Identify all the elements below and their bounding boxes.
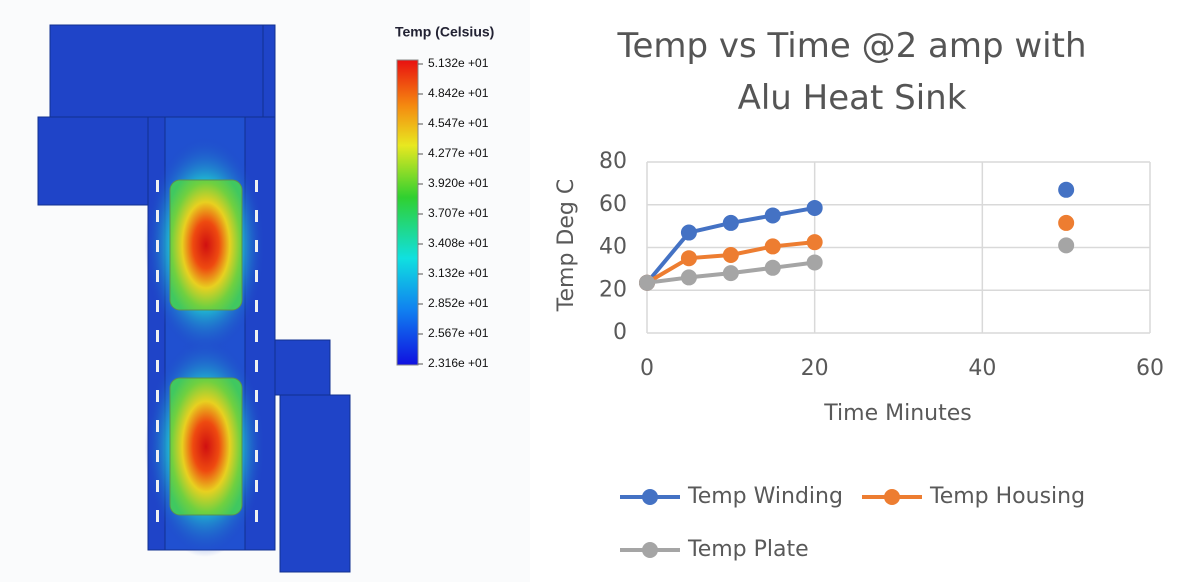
colorbar-label: 3.408e +01	[428, 236, 489, 250]
data-point	[764, 207, 781, 224]
chart-title: Temp vs Time @2 amp with Alu Heat Sink	[617, 26, 1087, 118]
colorbar-label: 4.547e +01	[428, 116, 489, 130]
colorbar	[396, 59, 419, 366]
data-point	[1058, 214, 1075, 231]
colorbar-title: Temp (Celsius)	[395, 24, 494, 40]
y-tick-label: 20	[599, 277, 627, 302]
y-tick-label: 60	[599, 192, 627, 217]
y-axis-label: Temp Deg C	[554, 179, 579, 312]
legend-label: Temp Plate	[687, 537, 809, 562]
colorbar-label: 3.707e +01	[428, 206, 489, 220]
y-tick-label: 0	[613, 320, 627, 345]
data-point	[680, 224, 697, 241]
x-tick-label: 20	[801, 356, 829, 381]
colorbar-label: 2.316e +01	[428, 356, 489, 370]
data-point	[1058, 181, 1075, 198]
data-point	[722, 265, 739, 282]
thermal-model: Temp (Celsius)	[0, 0, 530, 582]
data-point	[764, 259, 781, 276]
data-point	[1058, 237, 1075, 254]
data-point	[722, 214, 739, 231]
colorbar-label: 3.132e +01	[428, 266, 489, 280]
legend-label: Temp Winding	[687, 484, 843, 509]
x-tick-label: 40	[968, 356, 996, 381]
data-point	[722, 246, 739, 263]
colorbar-label: 3.920e +01	[428, 176, 489, 190]
legend-label: Temp Housing	[929, 484, 1085, 509]
legend-marker	[642, 489, 658, 505]
data-point	[764, 238, 781, 255]
x-tick-label: 0	[640, 356, 654, 381]
y-tick-label: 40	[599, 235, 627, 260]
colorbar-label: 2.567e +01	[428, 326, 489, 340]
data-point	[806, 199, 823, 216]
x-tick-label: 60	[1136, 356, 1164, 381]
legend-marker	[884, 489, 900, 505]
legend-marker	[642, 542, 658, 558]
data-point	[806, 254, 823, 271]
data-point	[680, 250, 697, 267]
y-tick-label: 80	[599, 149, 627, 174]
colorbar-label: 2.852e +01	[428, 296, 489, 310]
data-point	[639, 274, 655, 291]
data-point	[806, 234, 823, 251]
colorbar-label: 4.277e +01	[428, 146, 489, 160]
x-axis-label: Time Minutes	[823, 401, 971, 426]
data-point	[680, 269, 697, 286]
colorbar-label: 4.842e +01	[428, 86, 489, 100]
colorbar-label: 5.132e +01	[428, 56, 489, 70]
